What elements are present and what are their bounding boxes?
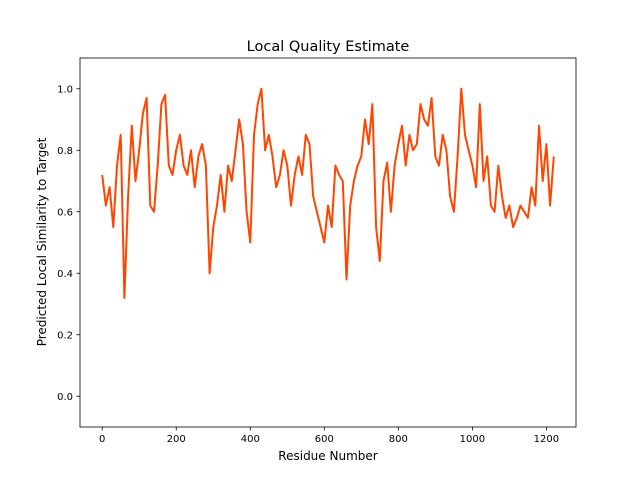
x-tick-label: 1200 bbox=[534, 434, 559, 445]
chart-title: Local Quality Estimate bbox=[247, 39, 410, 55]
x-axis-ticks: 0 200 400 600 800 1000 1200 bbox=[99, 427, 559, 445]
plot-area bbox=[79, 57, 577, 428]
y-tick-label: 0.6 bbox=[57, 207, 73, 218]
y-tick-label: 0.8 bbox=[57, 146, 73, 157]
x-tick-label: 1000 bbox=[460, 434, 485, 445]
x-tick-label: 0 bbox=[99, 434, 105, 445]
y-tick-label: 0.4 bbox=[57, 269, 73, 280]
x-tick-label: 400 bbox=[241, 434, 260, 445]
y-tick-label: 0.2 bbox=[57, 330, 73, 341]
y-tick-label: 1.0 bbox=[57, 84, 73, 95]
series-line-local-quality bbox=[101, 87, 555, 299]
x-tick-label: 200 bbox=[167, 434, 186, 445]
y-tick-label: 0.0 bbox=[57, 392, 73, 403]
x-tick-label: 800 bbox=[389, 434, 408, 445]
y-axis-ticks: 0.0 0.2 0.4 0.6 0.8 1.0 bbox=[57, 84, 80, 403]
y-axis-label: Predicted Local Similarity to Target bbox=[35, 137, 49, 346]
x-axis-label: Residue Number bbox=[278, 449, 377, 463]
x-tick-label: 600 bbox=[315, 434, 334, 445]
